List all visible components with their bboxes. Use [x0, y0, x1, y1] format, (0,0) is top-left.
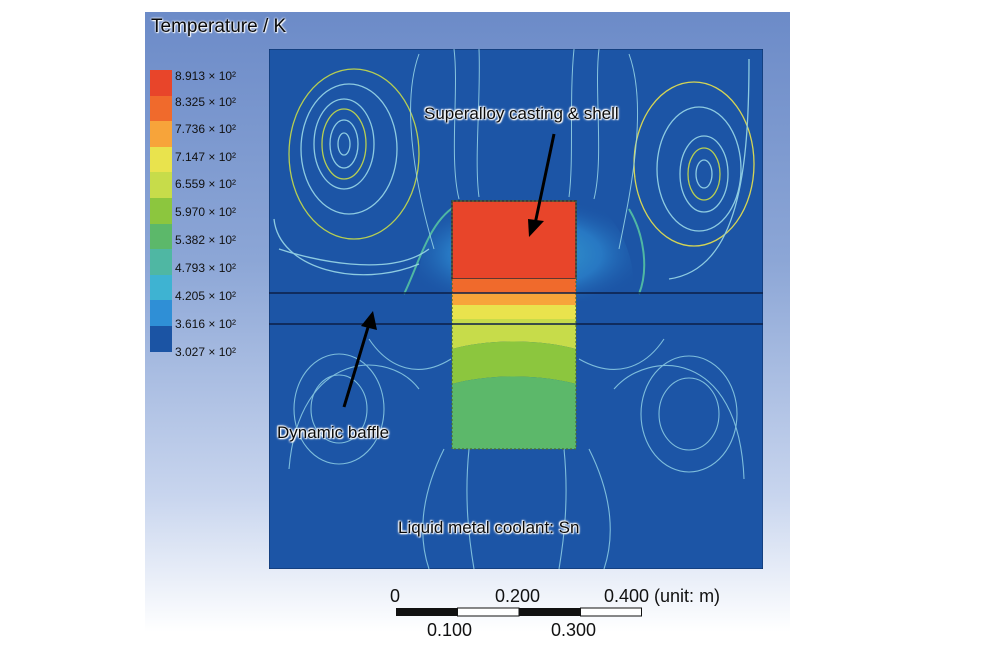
legend-swatch — [150, 95, 172, 122]
streamlines-upper-middle — [410, 49, 639, 250]
legend-swatch — [150, 325, 172, 352]
legend-title: Temperature / K — [151, 16, 287, 37]
arrow-baffle — [342, 311, 377, 408]
streamlines-lower — [288, 338, 745, 569]
legend-tick: 8.913 × 10² — [175, 69, 237, 83]
legend-tick: 6.559 × 10² — [175, 177, 237, 191]
annotation-casting: Superalloy casting & shell — [424, 104, 619, 123]
legend-swatch — [150, 197, 172, 224]
legend-swatch — [150, 300, 172, 326]
legend-tick: 7.736 × 10² — [175, 122, 237, 136]
scale-label-400: 0.400 (unit: m) — [604, 586, 721, 606]
arrow-casting — [528, 133, 556, 237]
legend-tick: 4.793 × 10² — [175, 261, 237, 275]
streamlines-upper-left — [273, 68, 430, 276]
legend-tick: 5.382 × 10² — [175, 233, 237, 247]
legend-tick: 5.970 × 10² — [175, 205, 237, 219]
casting-band-1 — [452, 279, 576, 293]
scale-label-200: 0.200 — [495, 586, 541, 606]
streamlines-upper-right — [633, 58, 755, 280]
legend-swatch — [150, 274, 172, 301]
casting-upper — [451, 200, 577, 280]
legend-swatch — [150, 121, 172, 147]
scale-label-0: 0 — [390, 586, 401, 606]
annotation-coolant: Liquid metal coolant: Sn — [398, 518, 580, 537]
casting-band-6 — [452, 376, 576, 449]
legend-swatch — [150, 70, 172, 96]
annotation-baffle: Dynamic baffle — [277, 423, 390, 442]
legend-swatch — [150, 223, 172, 250]
thermal-halo-edge — [403, 203, 646, 295]
simulation-domain — [269, 49, 763, 569]
legend-tick: 4.205 × 10² — [175, 289, 237, 303]
color-legend-bar — [150, 70, 172, 352]
scale-label-100: 0.100 — [427, 620, 473, 640]
casting-band-5 — [452, 341, 576, 384]
casting-band-4 — [452, 319, 576, 349]
legend-swatch — [150, 249, 172, 275]
legend-swatch — [150, 146, 172, 173]
legend-tick: 8.325 × 10² — [175, 95, 237, 109]
legend-tick: 7.147 × 10² — [175, 150, 237, 164]
scale-label-300: 0.300 — [551, 620, 597, 640]
casting-band-2 — [452, 293, 576, 305]
legend-tick: 3.027 × 10² — [175, 345, 237, 359]
legend-swatch — [150, 172, 172, 198]
scale-bar — [396, 607, 642, 617]
casting-band-3 — [452, 305, 576, 319]
legend-tick: 3.616 × 10² — [175, 317, 237, 331]
casting-outline — [451, 200, 577, 450]
